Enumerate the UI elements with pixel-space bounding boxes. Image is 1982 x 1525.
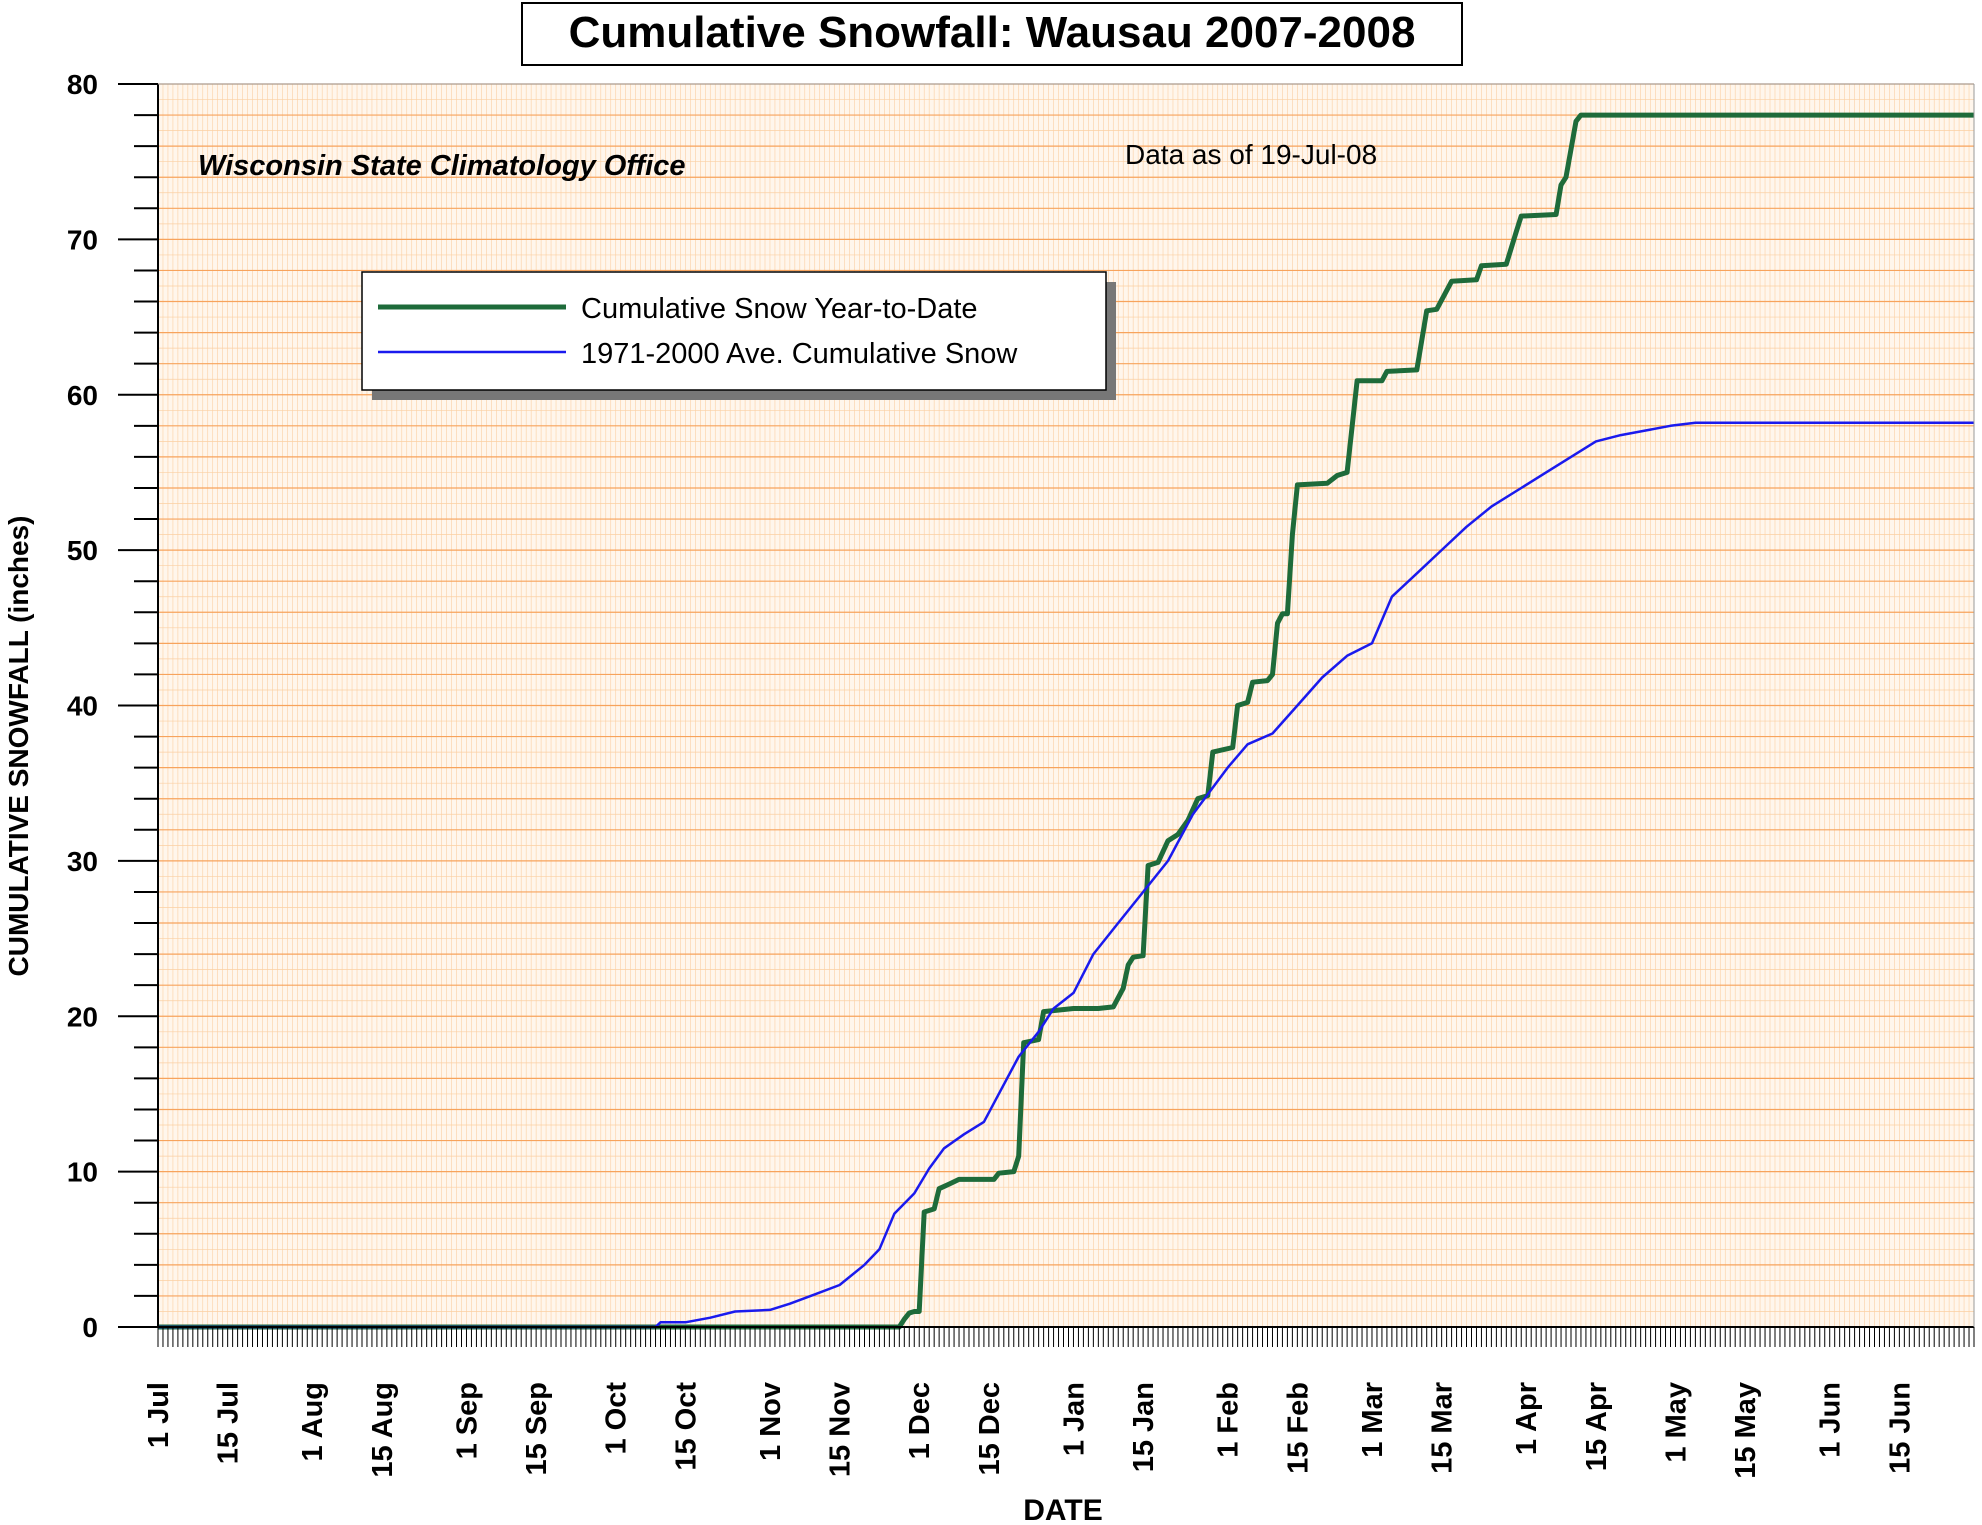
x-tick-label: 1 Nov [755, 1382, 787, 1461]
y-tick-label: 20 [67, 1001, 98, 1032]
y-tick-label: 10 [67, 1157, 98, 1188]
y-tick-label: 30 [67, 846, 98, 877]
x-tick-label: 1 Aug [297, 1382, 329, 1461]
x-tick-label: 1 Oct [601, 1382, 633, 1455]
x-tick-label: 1 Dec [904, 1382, 936, 1459]
x-tick-label: 15 Apr [1581, 1382, 1613, 1471]
chart-title: Cumulative Snowfall: Wausau 2007-2008 [569, 8, 1416, 57]
x-tick-label: 15 May [1730, 1382, 1762, 1479]
x-tick-label: 15 Aug [367, 1382, 399, 1478]
x-tick-label: 15 Jul [213, 1382, 245, 1464]
x-tick-label: 1 Jul [143, 1382, 175, 1448]
chart-title-box: Cumulative Snowfall: Wausau 2007-2008 [521, 2, 1463, 66]
x-tick-label: 15 Oct [670, 1382, 702, 1471]
y-tick-label: 70 [67, 224, 98, 255]
legend: Cumulative Snow Year-to-Date 1971-2000 A… [361, 271, 1116, 400]
series-line-average [158, 421, 1974, 1329]
x-tick-label: 15 Feb [1282, 1382, 1314, 1474]
data-date-annotation: Data as of 19-Jul-08 [1125, 139, 1377, 170]
axes [118, 83, 1975, 1347]
x-tick-label: 1 Sep [451, 1382, 483, 1459]
y-tick-label: 60 [67, 380, 98, 411]
y-tick-label: 50 [67, 535, 98, 566]
y-axis-title: CUMULATIVE SNOWFALL (inches) [3, 516, 34, 977]
x-tick-label: 15 Sep [521, 1382, 553, 1476]
y-tick-label: 80 [67, 69, 98, 100]
x-tick-label: 1 Jan [1058, 1382, 1090, 1456]
legend-label-avg: 1971-2000 Ave. Cumulative Snow [581, 338, 1018, 370]
x-tick-label: 1 Mar [1357, 1382, 1389, 1458]
source-annotation: Wisconsin State Climatology Office [198, 150, 685, 182]
x-axis-title: DATE [1023, 1494, 1102, 1525]
x-tick-label: 15 Mar [1427, 1382, 1459, 1474]
title-frame [521, 2, 1463, 66]
x-tick-labels: 1 Jul 15 Jul 1 Aug 15 Aug 1 Sep 15 Sep 1 Oct 15… [143, 1382, 1916, 1479]
data-series [158, 112, 1974, 1330]
legend-frame [361, 271, 1107, 391]
x-tick-label: 1 Jun [1815, 1382, 1847, 1458]
y-tick-labels: 0 10 20 30 40 50 60 70 80 [67, 69, 98, 1343]
x-tick-label: 1 Feb [1213, 1382, 1245, 1458]
series-line-ytd [158, 112, 1974, 1330]
y-tick-label: 0 [82, 1312, 98, 1343]
x-tick-label: 15 Jun [1884, 1382, 1916, 1474]
x-tick-label: 15 Jan [1128, 1382, 1160, 1472]
x-tick-label: 15 Dec [974, 1382, 1006, 1476]
legend-label-ytd: Cumulative Snow Year-to-Date [581, 293, 978, 325]
y-tick-label: 40 [67, 691, 98, 722]
x-tick-label: 1 May [1660, 1382, 1692, 1463]
x-tick-label: 15 Nov [825, 1382, 857, 1477]
grid-lines [157, 83, 1975, 1328]
x-tick-label: 1 Apr [1511, 1382, 1543, 1455]
